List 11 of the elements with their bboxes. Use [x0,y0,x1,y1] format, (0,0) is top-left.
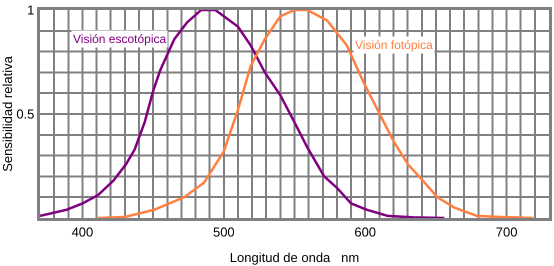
series-label: Visión escotópica [73,32,166,46]
y-tick-label: 0.5 [16,106,34,122]
y-axis-title: Sensibilidad relativa [0,55,15,172]
series-label: Visión fotópica [355,38,434,52]
x-tick-label: 500 [212,224,235,240]
x-tick-label: 400 [72,224,94,240]
y-tick-label: 1 [27,2,34,18]
line-series [40,10,446,218]
x-axis-title: Longitud de onda nm [230,250,360,266]
x-tick-label: 600 [354,224,376,240]
x-tick-label: 700 [496,224,518,240]
